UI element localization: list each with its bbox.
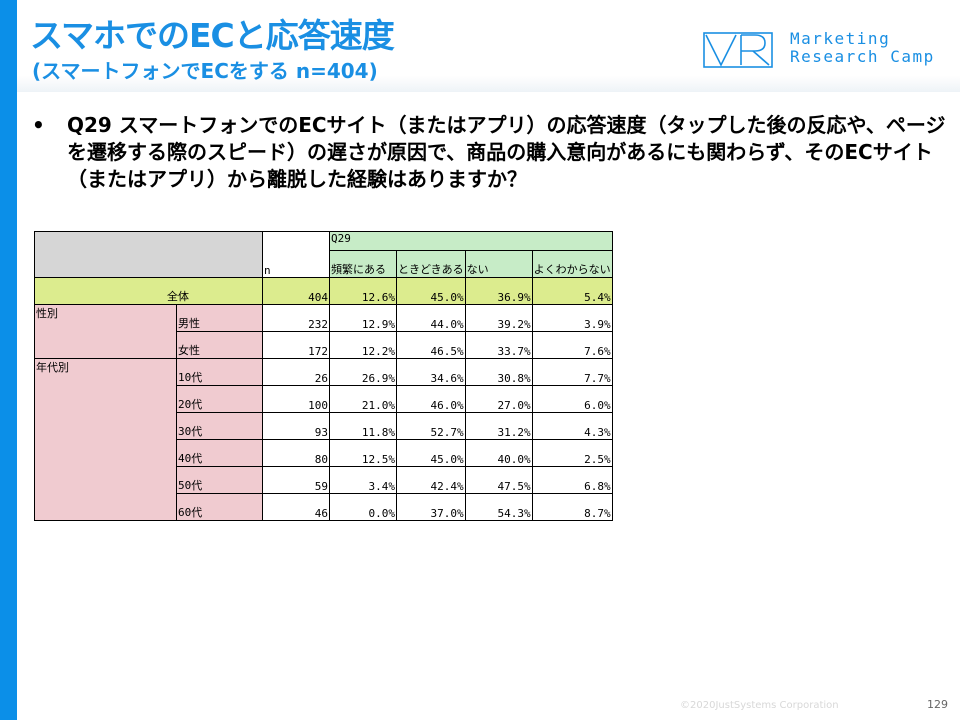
cell-value: 46.5%: [396, 331, 466, 359]
row-n: 93: [262, 412, 330, 440]
row-label: 50代: [176, 466, 263, 494]
header-band: [17, 0, 960, 92]
cell-value: 12.9%: [329, 304, 397, 332]
cell-value: 12.2%: [329, 331, 397, 359]
table-row-total: 全体 404 12.6% 45.0% 36.9% 5.4%: [34, 277, 613, 305]
cell-value: 7.6%: [531, 331, 613, 359]
header-col-1: ときどきある: [396, 250, 466, 278]
row-label: 20代: [176, 385, 263, 413]
company-logo: Marketing Research Camp: [703, 30, 948, 70]
table-header-row-1: n Q29: [34, 231, 613, 278]
cell-value: 7.7%: [531, 358, 613, 386]
cell-value: 6.8%: [531, 466, 613, 494]
table-row: 性別 男性 232 12.9% 44.0% 39.2% 3.9%: [34, 304, 613, 359]
cell-value: 27.0%: [464, 385, 533, 413]
logo-text: Marketing Research Camp: [790, 30, 935, 66]
cell-value: 0.0%: [329, 493, 397, 521]
cell-value: 39.2%: [464, 304, 533, 332]
row-n: 100: [262, 385, 330, 413]
table-row: 30代 93 11.8% 52.7% 31.2% 4.3%: [35, 412, 613, 440]
cell-value: 33.7%: [464, 331, 533, 359]
cell-value: 5.4%: [531, 277, 613, 305]
cell-value: 47.5%: [464, 466, 533, 494]
group-label: 性別: [34, 304, 177, 359]
row-label: 30代: [176, 412, 263, 440]
results-table: n Q29 頻繁にある ときどきある ない よくわからない 全体 404 12.…: [34, 231, 613, 521]
row-label: 60代: [176, 493, 263, 521]
table-row: 年代別 10代 26 26.9% 34.6% 30.8% 7.7%: [34, 358, 613, 521]
cell-value: 36.9%: [464, 277, 533, 305]
cell-value: 45.0%: [396, 439, 466, 467]
group-label: 年代別: [34, 358, 177, 521]
cell-value: 46.0%: [396, 385, 466, 413]
cell-value: 30.8%: [464, 358, 533, 386]
cell-value: 52.7%: [396, 412, 466, 440]
cell-value: 40.0%: [464, 439, 533, 467]
cell-value: 34.6%: [396, 358, 466, 386]
row-n: 232: [262, 304, 330, 332]
cell-value: 21.0%: [329, 385, 397, 413]
left-accent-bar: [0, 0, 17, 720]
row-n: 46: [262, 493, 330, 521]
row-label: 女性: [176, 331, 263, 359]
slide-title: スマホでのECと応答速度: [30, 16, 395, 55]
logo-line-2: Research Camp: [790, 47, 935, 66]
cell-value: 42.4%: [396, 466, 466, 494]
cell-value: 12.5%: [329, 439, 397, 467]
cell-value: 2.5%: [531, 439, 613, 467]
row-n: 26: [262, 358, 330, 386]
row-n: 404: [262, 277, 330, 305]
row-label: 全体: [34, 277, 263, 305]
row-label: 40代: [176, 439, 263, 467]
cell-value: 11.8%: [329, 412, 397, 440]
cell-value: 45.0%: [396, 277, 466, 305]
cell-value: 8.7%: [531, 493, 613, 521]
cell-value: 3.9%: [531, 304, 613, 332]
cell-value: 6.0%: [531, 385, 613, 413]
header-col-0: 頻繁にある: [329, 250, 397, 278]
cell-value: 4.3%: [531, 412, 613, 440]
row-n: 59: [262, 466, 330, 494]
cell-value: 26.9%: [329, 358, 397, 386]
cell-value: 54.3%: [464, 493, 533, 521]
page-number: 129: [927, 698, 948, 711]
mrc-logo-mark-icon: [703, 32, 773, 68]
header-col-2: ない: [464, 250, 533, 278]
row-label: 10代: [176, 358, 263, 386]
cell-value: 12.6%: [329, 277, 397, 305]
table-row: 50代 59 3.4% 42.4% 47.5% 6.8%: [35, 466, 613, 494]
logo-line-1: Marketing: [790, 29, 891, 48]
cell-value: 44.0%: [396, 304, 466, 332]
question-text: Q29 スマートフォンでのECサイト（またはアプリ）の応答速度（タップした後の反…: [67, 113, 946, 191]
header-question: Q29: [329, 231, 613, 251]
table-row: 60代 46 0.0% 37.0% 54.3% 8.7%: [35, 493, 613, 521]
copyright-text: ©2020JustSystems Corporation: [680, 700, 839, 711]
row-label: 男性: [176, 304, 263, 332]
header-blank-cell: [34, 231, 263, 278]
row-n: 80: [262, 439, 330, 467]
cell-value: 3.4%: [329, 466, 397, 494]
table-row: 40代 80 12.5% 45.0% 40.0% 2.5%: [35, 439, 613, 467]
slide-subtitle: (スマートフォンでECをする n=404): [32, 59, 378, 83]
header-col-3: よくわからない: [531, 250, 613, 278]
row-n: 172: [262, 331, 330, 359]
table-row: 女性 172 12.2% 46.5% 33.7% 7.6%: [35, 331, 613, 359]
header-n: n: [262, 231, 330, 278]
bullet: •: [32, 113, 45, 137]
cell-value: 37.0%: [396, 493, 466, 521]
cell-value: 31.2%: [464, 412, 533, 440]
